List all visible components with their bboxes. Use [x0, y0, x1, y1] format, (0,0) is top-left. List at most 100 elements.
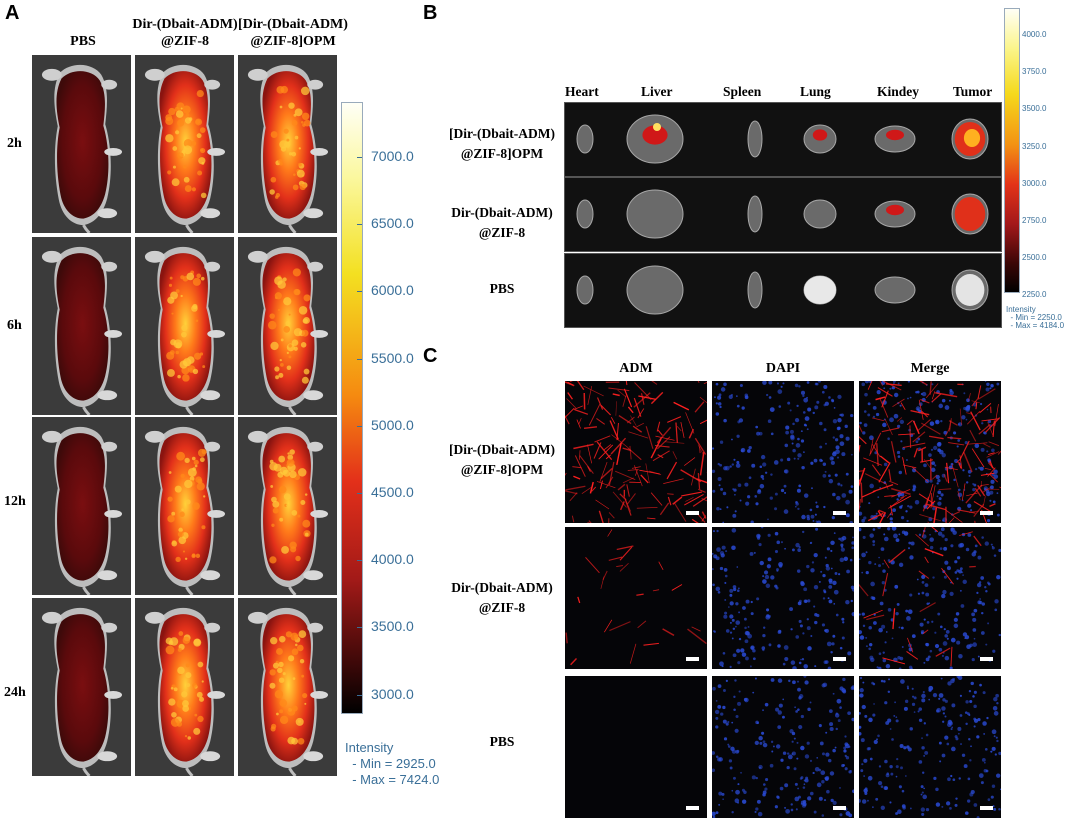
panel-a-colorbar-tick-label: 5000.0	[371, 416, 414, 433]
mouse-image-6h-col3	[238, 237, 337, 415]
panel-b-colorbar-tick-label: 2500.0	[1022, 253, 1047, 263]
micrograph-dapi-pbs	[712, 676, 854, 818]
panel-a-colorbar-tick-mark	[357, 560, 362, 562]
panel-a-colorbar-tick-label: 4000.0	[371, 551, 414, 568]
panel-a-colorbar-tick-label: 6500.0	[371, 215, 414, 232]
mouse-image-24h-col3	[238, 598, 337, 776]
scale-bar	[833, 657, 846, 661]
panel-a-intensity-max: - Max = 7424.0	[345, 772, 440, 787]
panel-c-channel-header-adm: ADM	[619, 361, 653, 376]
panel-b-colorbar-tick-label: 2750.0	[1022, 216, 1047, 225]
panel-b-organ-label-spleen: Spleen	[723, 84, 762, 99]
organ-liver	[626, 265, 684, 315]
panel-a-image-grid	[32, 55, 337, 799]
panel-a-letter: A	[5, 2, 20, 24]
micrograph-merge-opm	[859, 381, 1001, 523]
scale-bar	[686, 806, 699, 810]
mouse-image-12h-col2	[135, 417, 234, 595]
panel-b-organ-label-tumor: Tumor	[953, 84, 993, 99]
panel-a-colorbar-tick-label: 4500.0	[371, 484, 414, 500]
panel-c-group-label-pbs: PBS	[489, 734, 515, 749]
panel-b-organ-strip-pbs	[564, 253, 1002, 328]
micrograph-dapi-zif8	[712, 527, 854, 669]
panel-b-colorbar-tick-label: 3750.0	[1022, 67, 1047, 77]
organ-spleen	[747, 195, 763, 233]
mouse-image-2h-col3	[238, 55, 337, 233]
panel-b-letter: B	[423, 2, 438, 24]
micrograph-merge-zif8	[859, 527, 1001, 669]
micrograph-dapi-opm	[712, 381, 854, 523]
panel-c-channel-header-merge: Merge	[910, 361, 950, 376]
panel-a-intensity-label: Intensity	[345, 740, 394, 755]
micrograph-adm-pbs	[565, 676, 707, 818]
panel-a-row-label-24h: 24h	[4, 685, 26, 700]
panel-a-row-label-12h: 12h	[4, 494, 26, 509]
panel-a-colorbar	[341, 102, 363, 714]
panel-c-group-label-zif8: Dir-(Dbait-ADM) @ZIF-8	[451, 580, 553, 615]
panel-a-colorbar-tick-mark	[357, 291, 362, 293]
panel-b-organ-strip-opm	[564, 102, 1002, 177]
panel-a-col-header-opm: [Dir-(Dbait-ADM) @ZIF-8]OPM	[238, 17, 348, 49]
panel-a-colorbar-tick-mark	[357, 694, 362, 696]
organ-heart	[576, 199, 594, 229]
panel-b-organ-strip-zif8	[564, 177, 1002, 252]
scale-bar	[980, 806, 993, 810]
scale-bar	[980, 511, 993, 515]
panel-c-channel-header-dapi: DAPI	[765, 361, 801, 376]
panel-b-group-label-opm: [Dir-(Dbait-ADM) @ZIF-8]OPM	[449, 126, 555, 161]
panel-a-colorbar-tick-mark	[357, 627, 362, 629]
panel-b-organ-label-kindey: Kindey	[877, 84, 920, 99]
panel-a-colorbar-tick-label: 6000.0	[371, 282, 414, 299]
panel-b-intensity-min: - Min = 2250.0	[1006, 313, 1062, 322]
organ-heart	[576, 124, 594, 154]
panel-a-colorbar-tick-label: 7000.0	[371, 148, 414, 164]
panel-c-letter: C	[423, 345, 438, 367]
panel-a-colorbar-tick-mark	[357, 425, 362, 427]
organ-heart	[576, 275, 594, 305]
panel-a-colorbar-tick-mark	[357, 358, 362, 360]
scale-bar	[686, 657, 699, 661]
mouse-image-2h-col2	[135, 55, 234, 233]
panel-b-colorbar	[1004, 8, 1020, 293]
panel-b-organ-label-heart: Heart	[565, 84, 599, 99]
scale-bar	[833, 511, 846, 515]
panel-a-colorbar-tick-mark	[357, 224, 362, 226]
micrograph-adm-opm	[565, 381, 707, 523]
panel-b-intensity-label: Intensity	[1006, 305, 1036, 314]
organ-liver	[626, 189, 684, 239]
organ-spleen	[747, 271, 763, 309]
panel-b-colorbar-tick-label: 2250.0	[1022, 290, 1047, 300]
mouse-image-6h-col1	[32, 237, 131, 415]
micrograph-merge-pbs	[859, 676, 1001, 818]
panel-b-colorbar-tick-label: 3000.0	[1022, 178, 1047, 188]
organ-kindey	[874, 276, 916, 304]
panel-b-organ-label-lung: Lung	[800, 84, 831, 99]
panel-b-colorbar-tick-label: 4000.0	[1022, 30, 1047, 39]
panel-b-organ-label-liver: Liver	[641, 84, 673, 99]
panel-a-intensity-min: - Min = 2925.0	[345, 756, 436, 771]
panel-b-colorbar-tick-label: 3250.0	[1022, 141, 1047, 151]
panel-a-colorbar-tick-label: 3500.0	[371, 618, 414, 635]
panel-b-group-label-pbs: PBS	[489, 281, 515, 296]
panel-b-colorbar-tick-label: 3500.0	[1022, 104, 1047, 114]
panel-c-group-label-opm: [Dir-(Dbait-ADM) @ZIF-8]OPM	[449, 442, 555, 477]
scale-bar	[833, 806, 846, 810]
panel-a-col-header-zif8: Dir-(Dbait-ADM) @ZIF-8	[132, 17, 238, 49]
panel-a-row-label-6h: 6h	[7, 318, 22, 333]
panel-a-colorbar-tick-label: 5500.0	[371, 349, 414, 366]
mouse-image-12h-col1	[32, 417, 131, 595]
mouse-image-24h-col1	[32, 598, 131, 776]
mouse-image-2h-col1	[32, 55, 131, 233]
panel-b-intensity-max: - Max = 4184.0	[1006, 321, 1065, 330]
mouse-image-24h-col2	[135, 598, 234, 776]
panel-a-colorbar-tick-mark	[357, 493, 362, 494]
panel-a-colorbar-tick-label: 3000.0	[371, 685, 414, 702]
micrograph-adm-zif8	[565, 527, 707, 669]
mouse-image-12h-col3	[238, 417, 337, 595]
panel-a-col-header-pbs: PBS	[70, 34, 96, 49]
organ-spleen	[747, 120, 763, 158]
panel-a-row-label-2h: 2h	[7, 136, 22, 151]
scale-bar	[686, 511, 699, 515]
panel-a-colorbar-tick-mark	[357, 157, 362, 158]
mouse-image-6h-col2	[135, 237, 234, 415]
